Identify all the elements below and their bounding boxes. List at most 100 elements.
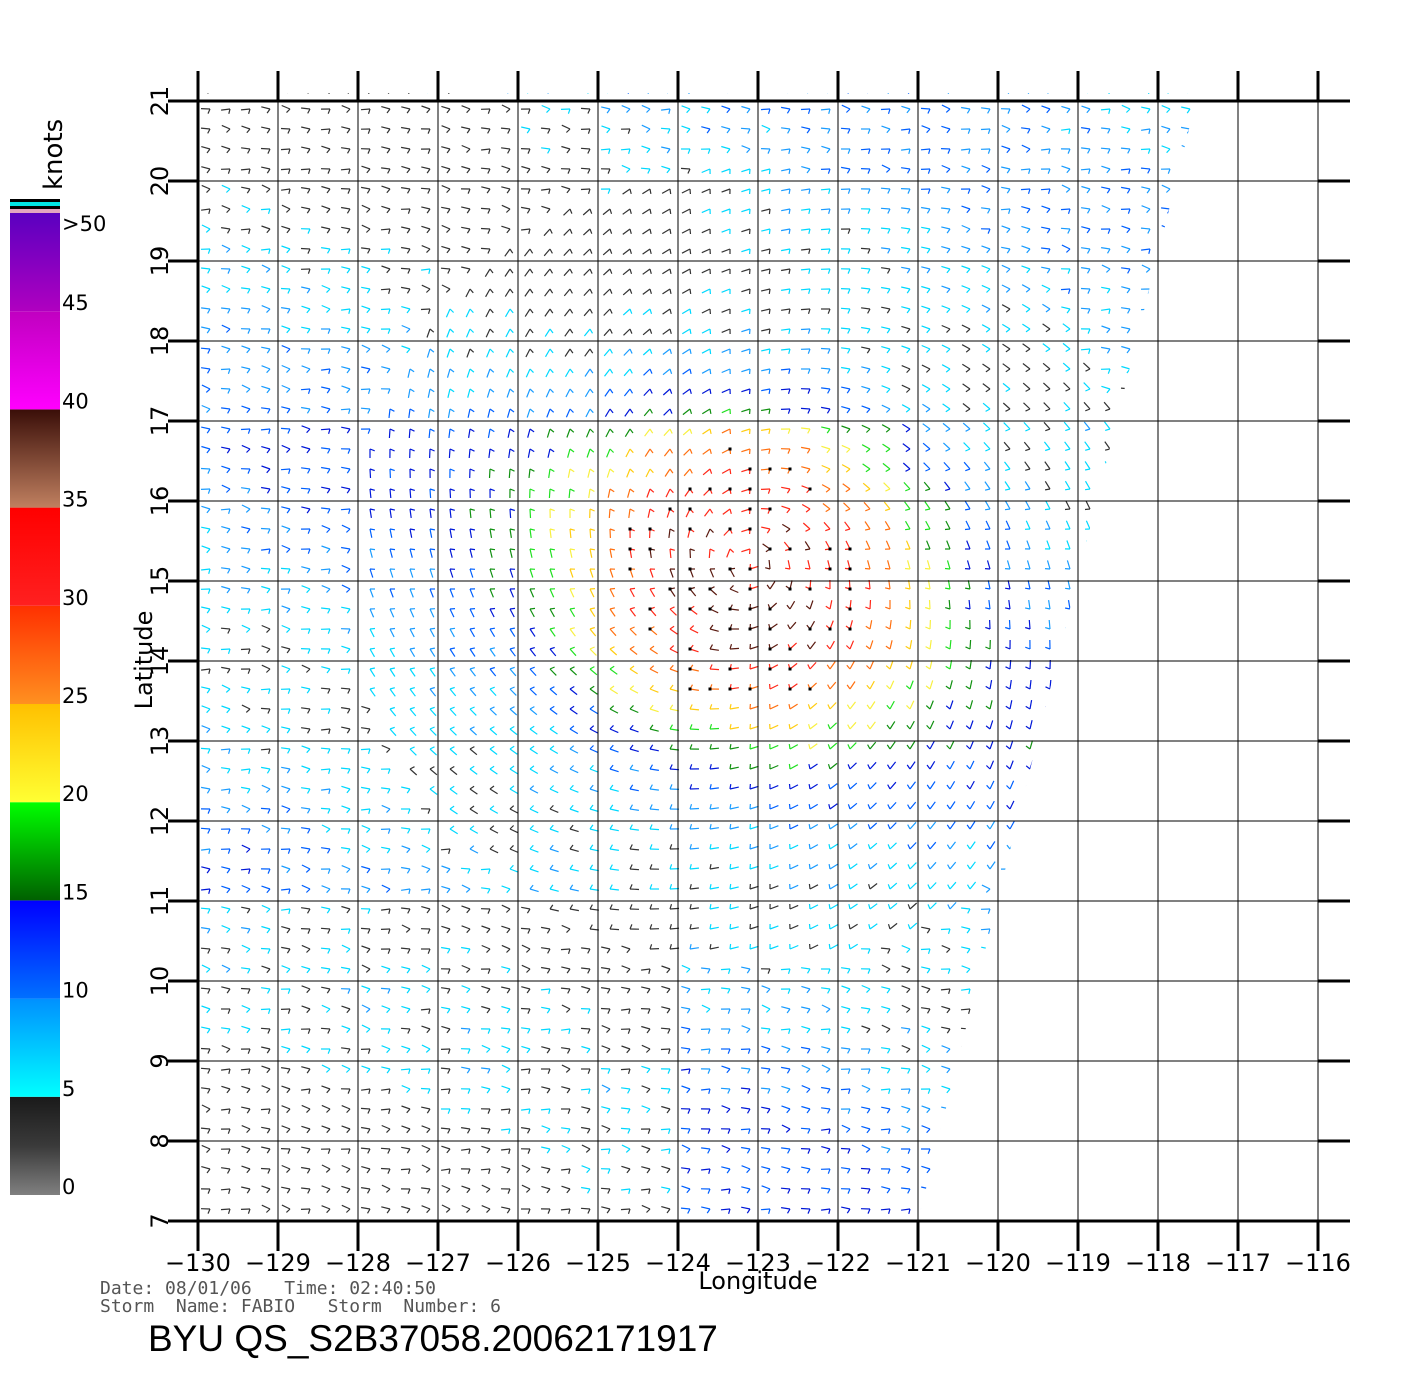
wind-barb — [370, 609, 374, 617]
wind-barb-flag — [826, 489, 830, 492]
wind-barb-flag — [1087, 1029, 1090, 1033]
wind-barb — [950, 741, 954, 749]
wind-barb-flag — [288, 289, 290, 294]
wind-barb — [1201, 408, 1210, 409]
wind-barb — [570, 789, 578, 792]
wind-barb-flag — [767, 1049, 770, 1053]
wind-barb — [910, 660, 913, 669]
wind-barb-flag — [947, 1089, 950, 1093]
wind-barb — [1141, 1167, 1150, 1169]
wind-barb-flag — [590, 369, 593, 373]
wind-barb-flag — [948, 1129, 950, 1134]
wind-vector-field — [181, 85, 1210, 1234]
wind-barb-flag — [710, 469, 712, 474]
wind-barb — [381, 966, 390, 969]
wind-barb-flag — [567, 929, 571, 933]
wind-barb-flag — [905, 489, 910, 491]
wind-barb-flag — [688, 1229, 690, 1234]
wind-barb — [661, 1107, 670, 1110]
wind-barb-flag — [1127, 349, 1130, 353]
wind-barb-flag — [1147, 1029, 1150, 1033]
wind-barb-flag — [470, 727, 475, 729]
wind-barb — [441, 886, 450, 889]
wind-barb — [967, 541, 970, 549]
wind-barb — [281, 1029, 290, 1030]
wind-barb-flag — [206, 969, 210, 972]
wind-barb-flag — [1086, 746, 1090, 749]
wind-barb-flag — [808, 1189, 810, 1194]
wind-barb-flag — [490, 309, 493, 313]
wind-barb-flag — [1048, 949, 1050, 954]
wind-barb-flag — [409, 1069, 410, 1074]
wind-barb-flag — [246, 849, 250, 853]
wind-barb — [910, 843, 916, 850]
wind-barb — [1024, 442, 1030, 449]
wind-barb — [262, 825, 270, 829]
wind-barb — [1141, 1108, 1150, 1109]
colorbar-band — [10, 1097, 60, 1195]
wind-barb — [722, 469, 730, 473]
wind-barb-flag — [949, 1149, 950, 1154]
wind-barb-flag — [406, 929, 410, 932]
wind-barb — [570, 609, 575, 617]
wind-barb — [830, 600, 832, 609]
wind-barb-flag — [630, 805, 633, 809]
wind-barb-flag — [1066, 1049, 1070, 1052]
wind-barb-flag — [1025, 588, 1030, 589]
wind-barb — [261, 287, 270, 289]
wind-barb — [1090, 700, 1091, 709]
wind-barb-flag — [268, 949, 270, 954]
wind-barb-flag — [688, 1049, 691, 1053]
wind-barb-flag — [307, 409, 310, 413]
wind-barb — [550, 769, 558, 773]
wind-barb-flag — [670, 665, 673, 669]
wind-barb — [801, 1228, 810, 1229]
wind-barb — [1041, 1029, 1050, 1030]
wind-barb — [321, 608, 330, 609]
wind-barb-flag — [968, 1029, 970, 1034]
wind-barb-flag — [189, 389, 190, 394]
wind-barb — [241, 1107, 250, 1109]
wind-barb — [1161, 1029, 1170, 1030]
wind-barb-flag — [189, 309, 190, 314]
wind-barb-flag — [907, 745, 910, 749]
wind-barb-flag — [907, 1049, 911, 1053]
wind-barb — [964, 443, 970, 449]
wind-barb — [810, 744, 817, 749]
wind-barb — [722, 409, 730, 413]
wind-barb-flag — [808, 665, 810, 670]
wind-barb — [321, 808, 330, 809]
wind-barb-flag — [307, 989, 310, 993]
rain-flag-dot — [749, 468, 752, 471]
wind-barb-flag — [1089, 1089, 1090, 1094]
wind-barb — [1106, 481, 1110, 489]
wind-barb — [222, 965, 230, 969]
wind-barb-flag — [587, 1169, 590, 1173]
wind-barb-flag — [267, 729, 270, 733]
wind-barb-flag — [1026, 786, 1030, 789]
wind-barb-flag — [248, 1049, 250, 1054]
wind-barb-flag — [1088, 789, 1090, 794]
wind-barb-flag — [1207, 549, 1211, 553]
wind-barb — [884, 483, 890, 489]
wind-barb — [570, 549, 572, 558]
wind-barb — [282, 1205, 290, 1209]
wind-barb-flag — [829, 804, 830, 809]
wind-barb-flag — [510, 766, 514, 769]
wind-barb-flag — [227, 429, 230, 433]
wind-barb — [910, 802, 916, 809]
wind-barb-flag — [550, 469, 554, 472]
wind-barb — [922, 326, 930, 329]
wind-barb — [841, 1027, 850, 1029]
wind-barb-flag — [1126, 909, 1130, 913]
wind-barb — [341, 347, 350, 349]
wind-barb-flag — [966, 429, 970, 431]
wind-barb-flag — [887, 369, 890, 373]
wind-barb — [962, 1046, 971, 1049]
wind-barb — [1161, 468, 1170, 469]
wind-barb — [242, 346, 251, 349]
wind-barb-flag — [288, 589, 290, 594]
wind-barb-flag — [610, 647, 615, 649]
wind-barb-flag — [1187, 509, 1190, 513]
wind-barb — [1068, 580, 1070, 589]
